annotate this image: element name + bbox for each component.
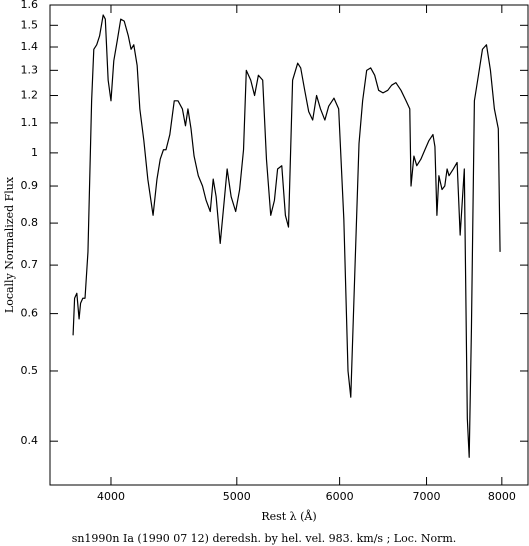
y-tick-label: 0.4 bbox=[21, 434, 39, 447]
x-axis-label: Rest λ (Å) bbox=[261, 509, 316, 523]
x-tick-label: 6000 bbox=[326, 490, 354, 503]
y-tick-label: 0.6 bbox=[21, 307, 39, 320]
y-tick-label: 1.4 bbox=[21, 40, 39, 53]
y-tick-label: 1 bbox=[31, 146, 38, 159]
y-tick-label: 1.1 bbox=[21, 116, 39, 129]
y-tick-label: 0.9 bbox=[21, 179, 39, 192]
x-tick-label: 7000 bbox=[413, 490, 441, 503]
y-tick-label: 1.5 bbox=[21, 18, 39, 31]
x-tick-label: 5000 bbox=[223, 490, 251, 503]
y-axis-label: Locally Normalized Flux bbox=[3, 176, 16, 313]
y-tick-label: 1.3 bbox=[21, 63, 39, 76]
y-tick-label: 1.2 bbox=[21, 89, 39, 102]
plot-frame bbox=[49, 4, 529, 486]
x-tick-label: 4000 bbox=[97, 490, 125, 503]
y-tick-label: 0.5 bbox=[21, 364, 39, 377]
spectrum-line bbox=[72, 14, 501, 458]
y-tick-label: 0.7 bbox=[21, 258, 39, 271]
x-tick-label: 8000 bbox=[488, 490, 516, 503]
y-tick-label: 1.6 bbox=[21, 0, 39, 11]
y-tick-label: 0.8 bbox=[21, 216, 39, 229]
caption: sn1990n Ia (1990 07 12) deredsh. by hel.… bbox=[72, 532, 457, 545]
